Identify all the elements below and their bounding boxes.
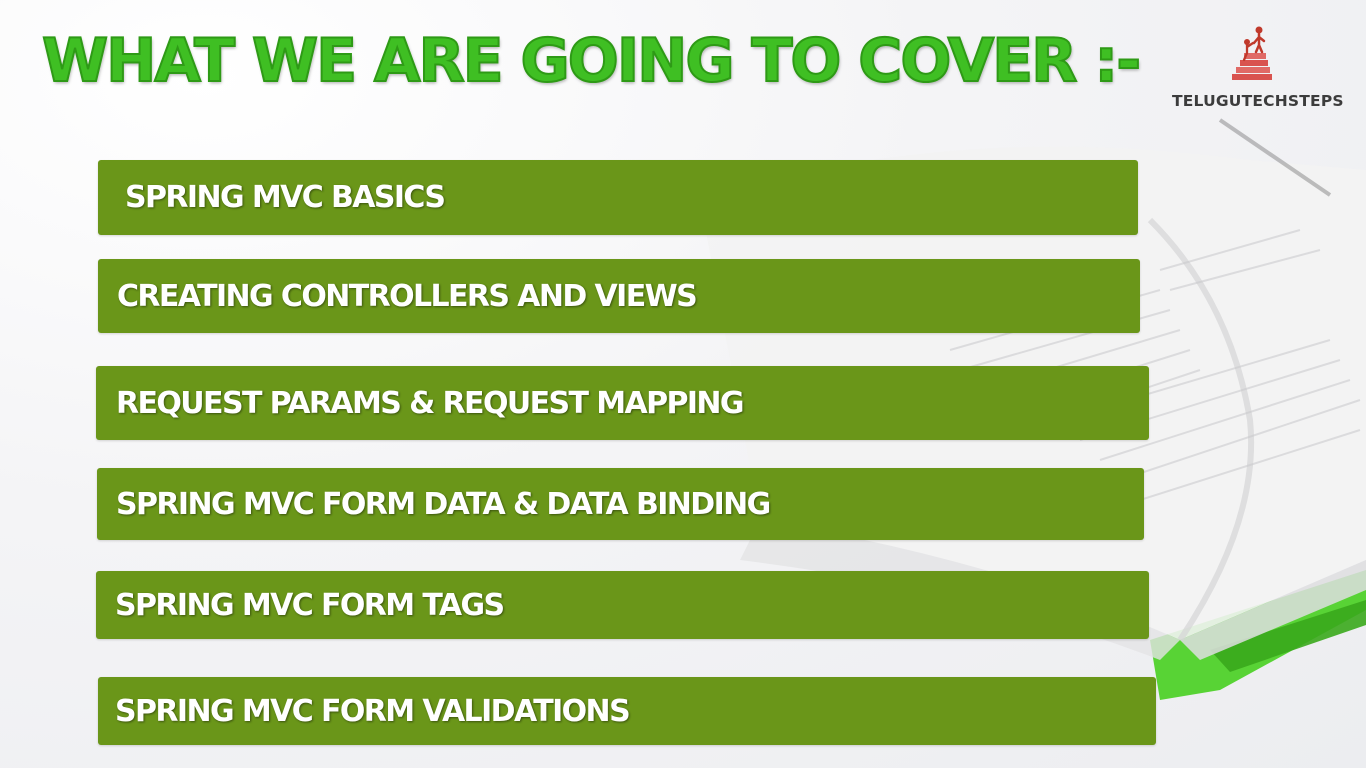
topic-label: SPRING MVC FORM TAGS (115, 587, 505, 623)
topic-item: REQUEST PARAMS & REQUEST MAPPING (96, 366, 1149, 440)
topic-label: SPRING MVC BASICS (125, 180, 446, 215)
topic-item: SPRING MVC BASICS (98, 160, 1138, 235)
topic-item: SPRING MVC FORM TAGS (96, 571, 1149, 639)
topic-label: REQUEST PARAMS & REQUEST MAPPING (116, 385, 745, 421)
topic-item: SPRING MVC FORM DATA & DATA BINDING (97, 468, 1144, 540)
topic-item: SPRING MVC FORM VALIDATIONS (98, 677, 1156, 745)
slide-title: WHAT WE ARE GOING TO COVER :- (41, 25, 1142, 97)
logo-text: TELUGUTECHSTEPS (1172, 92, 1344, 110)
topic-label: CREATING CONTROLLERS AND VIEWS (117, 278, 698, 314)
channel-logo: TELUGUTECHSTEPS (1170, 24, 1362, 116)
topic-item: CREATING CONTROLLERS AND VIEWS (98, 259, 1140, 333)
topic-label: SPRING MVC FORM VALIDATIONS (115, 693, 631, 729)
people-on-steps-icon (1232, 26, 1272, 80)
topic-label: SPRING MVC FORM DATA & DATA BINDING (116, 486, 771, 522)
